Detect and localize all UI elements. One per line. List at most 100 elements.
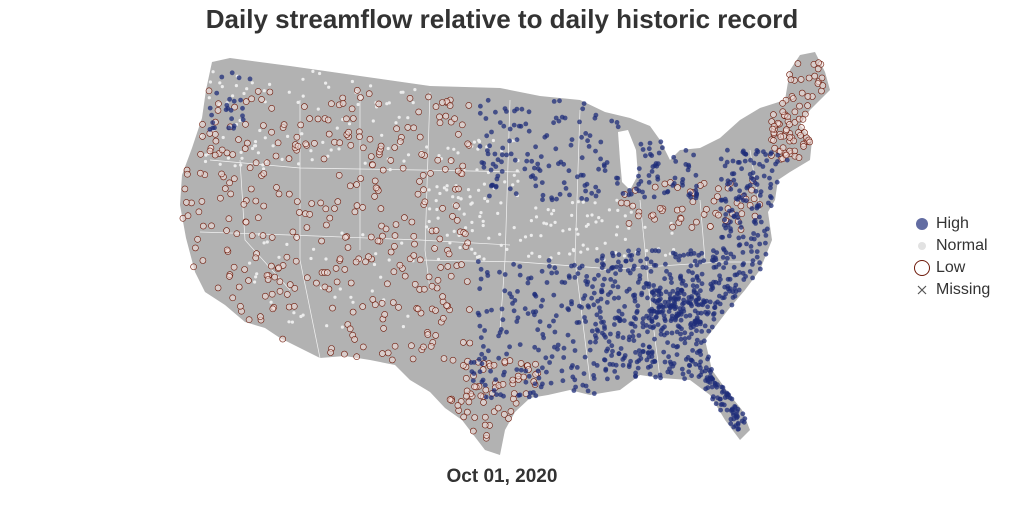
high-gauge-point bbox=[706, 328, 712, 334]
normal-gauge-point bbox=[499, 243, 503, 247]
high-gauge-point bbox=[493, 183, 499, 189]
high-gauge-point bbox=[742, 416, 748, 421]
high-gauge-point bbox=[633, 374, 638, 379]
high-gauge-point bbox=[709, 283, 715, 289]
normal-gauge-point bbox=[310, 158, 314, 162]
normal-gauge-point bbox=[234, 84, 238, 88]
high-gauge-point bbox=[719, 389, 725, 395]
low-gauge-point bbox=[737, 202, 745, 210]
normal-gauge-point bbox=[299, 314, 303, 319]
high-gauge-point bbox=[627, 270, 633, 276]
high-gauge-point bbox=[593, 148, 598, 154]
high-gauge-point bbox=[231, 98, 237, 104]
low-gauge-point bbox=[786, 121, 793, 128]
high-gauge-point bbox=[689, 296, 694, 301]
low-gauge-point bbox=[438, 99, 446, 106]
low-gauge-point bbox=[293, 198, 301, 205]
high-gauge-point bbox=[681, 291, 687, 297]
high-gauge-point bbox=[733, 182, 739, 188]
high-gauge-point bbox=[604, 160, 610, 165]
high-gauge-point bbox=[656, 150, 662, 156]
high-gauge-point bbox=[643, 153, 648, 159]
low-gauge-point bbox=[215, 100, 222, 107]
legend-label-high: High bbox=[936, 215, 969, 232]
high-gauge-point bbox=[544, 280, 550, 285]
high-gauge-point bbox=[501, 393, 506, 399]
high-gauge-point bbox=[602, 168, 608, 174]
low-gauge-point bbox=[323, 269, 331, 276]
high-gauge-point bbox=[513, 191, 519, 197]
normal-gauge-point bbox=[350, 79, 354, 84]
normal-gauge-point bbox=[233, 164, 237, 168]
low-gauge-point bbox=[248, 95, 255, 103]
normal-gauge-point bbox=[226, 156, 230, 160]
normal-gauge-point bbox=[340, 325, 344, 329]
high-gauge-point bbox=[665, 340, 670, 345]
low-gauge-point bbox=[197, 151, 204, 158]
low-gauge-point bbox=[311, 140, 318, 147]
high-gauge-point bbox=[238, 97, 244, 103]
normal-gauge-point bbox=[387, 101, 391, 105]
low-gauge-point bbox=[815, 59, 822, 67]
normal-gauge-point bbox=[372, 262, 377, 267]
high-gauge-point bbox=[698, 352, 704, 357]
low-gauge-point bbox=[322, 205, 330, 213]
high-gauge-point bbox=[601, 262, 606, 268]
high-gauge-point bbox=[610, 283, 616, 289]
high-gauge-point bbox=[608, 277, 614, 282]
normal-gauge-point bbox=[527, 254, 531, 258]
high-gauge-point bbox=[677, 253, 683, 259]
high-gauge-point bbox=[240, 117, 246, 123]
low-gauge-point bbox=[349, 308, 357, 316]
high-gauge-point bbox=[719, 176, 724, 182]
high-gauge-point bbox=[655, 176, 661, 182]
low-gauge-point bbox=[464, 239, 472, 247]
low-gauge-point bbox=[635, 212, 642, 220]
low-gauge-point bbox=[787, 76, 795, 83]
normal-gauge-point bbox=[482, 257, 486, 261]
low-gauge-point bbox=[649, 211, 657, 219]
normal-gauge-point bbox=[574, 227, 579, 231]
high-gauge-point bbox=[540, 197, 545, 203]
high-gauge-point bbox=[717, 273, 722, 279]
high-gauge-point bbox=[633, 370, 638, 376]
low-gauge-point bbox=[244, 139, 251, 147]
high-gauge-point bbox=[561, 161, 567, 167]
high-gauge-point bbox=[529, 158, 535, 164]
low-gauge-point bbox=[353, 181, 360, 188]
high-gauge-point bbox=[478, 335, 484, 340]
low-gauge-point bbox=[459, 339, 467, 346]
normal-gauge-point bbox=[590, 213, 594, 217]
high-gauge-point bbox=[688, 248, 694, 254]
high-gauge-point bbox=[605, 268, 611, 274]
low-gauge-point bbox=[369, 161, 376, 169]
high-gauge-point bbox=[715, 395, 720, 401]
high-gauge-point bbox=[511, 308, 517, 314]
low-gauge-point bbox=[431, 245, 438, 252]
low-gauge-point bbox=[208, 222, 215, 230]
normal-gauge-point bbox=[207, 96, 211, 100]
high-gauge-point bbox=[642, 194, 647, 200]
low-gauge-point bbox=[715, 185, 722, 192]
high-gauge-point bbox=[546, 258, 552, 263]
normal-gauge-point bbox=[529, 219, 534, 223]
normal-gauge-point bbox=[503, 180, 507, 184]
high-gauge-point bbox=[730, 158, 736, 164]
low-gauge-point bbox=[447, 272, 455, 280]
high-gauge-point bbox=[597, 305, 602, 311]
high-gauge-point bbox=[638, 141, 644, 147]
high-gauge-point bbox=[721, 402, 727, 408]
high-gauge-point bbox=[481, 344, 486, 349]
high-gauge-point bbox=[599, 289, 605, 295]
high-gauge-point bbox=[602, 276, 607, 282]
high-gauge-point bbox=[507, 138, 512, 144]
high-gauge-point bbox=[478, 266, 484, 272]
high-gauge-point bbox=[640, 147, 646, 152]
high-gauge-point bbox=[570, 339, 576, 344]
low-gauge-point bbox=[469, 427, 477, 435]
high-gauge-point bbox=[553, 146, 559, 152]
low-gauge-point bbox=[260, 170, 268, 177]
low-gauge-point bbox=[500, 410, 508, 418]
high-gauge-point bbox=[579, 196, 585, 201]
normal-gauge-point bbox=[297, 162, 301, 166]
